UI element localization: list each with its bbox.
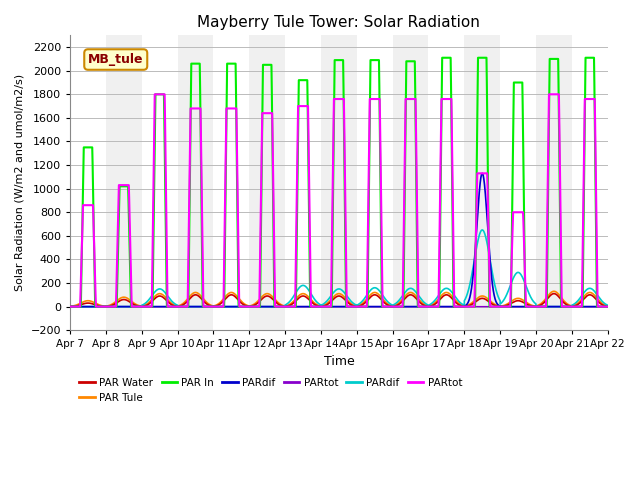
Legend: PAR Water, PAR Tule, PAR In, PARdif, PARtot, PARdif, PARtot: PAR Water, PAR Tule, PAR In, PARdif, PAR…	[76, 374, 467, 408]
Bar	[572, 36, 608, 330]
Bar	[321, 36, 357, 330]
Y-axis label: Solar Radiation (W/m2 and umol/m2/s): Solar Radiation (W/m2 and umol/m2/s)	[15, 74, 25, 291]
Bar	[142, 36, 178, 330]
Bar	[250, 36, 285, 330]
Bar	[608, 36, 640, 330]
Text: MB_tule: MB_tule	[88, 53, 143, 66]
Bar	[70, 36, 106, 330]
Bar	[429, 36, 465, 330]
Title: Mayberry Tule Tower: Solar Radiation: Mayberry Tule Tower: Solar Radiation	[198, 15, 481, 30]
Bar	[106, 36, 142, 330]
Bar	[357, 36, 393, 330]
Bar	[465, 36, 500, 330]
Bar	[285, 36, 321, 330]
Bar	[214, 36, 250, 330]
Bar	[393, 36, 429, 330]
Bar	[500, 36, 536, 330]
Bar	[178, 36, 214, 330]
Bar	[536, 36, 572, 330]
X-axis label: Time: Time	[323, 355, 355, 368]
